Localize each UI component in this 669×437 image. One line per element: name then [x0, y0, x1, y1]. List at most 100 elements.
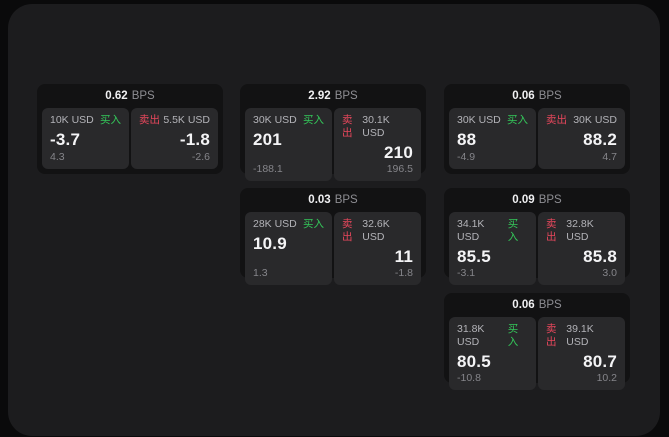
buy-price: 85.5	[457, 247, 491, 266]
buy-side-label: 买入	[303, 114, 324, 126]
sell-side-label: 卖出	[342, 218, 353, 243]
spread-header: 0.06 BPS	[449, 297, 625, 314]
buy-change: -10.8	[457, 372, 481, 384]
spread-unit: BPS	[538, 90, 562, 102]
sell-tile[interactable]: 卖出 30.1K USD 210 196.5	[334, 108, 421, 181]
buy-change: 1.3	[253, 267, 268, 279]
buy-price: -3.7	[50, 130, 81, 149]
spread-unit: BPS	[334, 194, 358, 206]
sell-side-label: 卖出	[546, 323, 557, 348]
buy-amount: 31.8K USD	[457, 323, 485, 348]
buy-tile[interactable]: 30K USD 买入 88 -4.9	[449, 108, 536, 169]
sell-change: 10.2	[596, 372, 617, 384]
sell-price: 210	[384, 143, 413, 162]
buy-side-label: 买入	[507, 323, 519, 348]
spread-header: 2.92 BPS	[245, 88, 421, 105]
spread-value: 0.06	[512, 299, 535, 311]
quote-card: 0.09 BPS 34.1K USD 买入 85.5 -3.1 卖出 32.8K…	[444, 188, 630, 285]
sell-tile[interactable]: 卖出 30K USD 88.2 4.7	[538, 108, 625, 169]
sell-price: 88.2	[583, 130, 617, 149]
spread-value: 0.06	[512, 90, 535, 102]
quote-card: 0.62 BPS 10K USD 买入 -3.7 4.3 卖出 5.5K USD…	[37, 84, 223, 174]
spread-unit: BPS	[131, 90, 155, 102]
spread-header: 0.09 BPS	[449, 192, 625, 209]
sell-price: 11	[394, 247, 413, 266]
spread-header: 0.06 BPS	[449, 88, 625, 105]
spread-value: 0.09	[512, 194, 535, 206]
sell-price: 85.8	[583, 247, 617, 266]
quote-card: 2.92 BPS 30K USD 买入 201 -188.1 卖出 30.1K …	[240, 84, 426, 181]
spread-unit: BPS	[538, 194, 562, 206]
quote-card-body: 10K USD 买入 -3.7 4.3 卖出 5.5K USD -1.8 -2.…	[42, 108, 218, 169]
buy-side-label: 买入	[303, 218, 324, 230]
spread-value: 0.62	[105, 90, 128, 102]
app-panel: 0.62 BPS 10K USD 买入 -3.7 4.3 卖出 5.5K USD…	[8, 4, 660, 436]
buy-tile-top: 31.8K USD 买入	[457, 323, 528, 349]
buy-tile-top: 34.1K USD 买入	[457, 218, 528, 244]
quote-card: 0.03 BPS 28K USD 买入 10.9 1.3 卖出 32.6K US…	[240, 188, 426, 285]
buy-price: 201	[253, 130, 282, 149]
buy-tile[interactable]: 31.8K USD 买入 80.5 -10.8	[449, 317, 536, 390]
buy-amount: 28K USD	[253, 218, 297, 230]
sell-amount: 30K USD	[573, 114, 617, 126]
quote-card-body: 30K USD 买入 88 -4.9 卖出 30K USD 88.2 4.7	[449, 108, 625, 169]
buy-change: -3.1	[457, 267, 476, 279]
sell-tile-top: 卖出 39.1K USD	[546, 323, 617, 349]
sell-change: 3.0	[602, 267, 617, 279]
spread-value: 0.03	[308, 194, 331, 206]
sell-amount: 32.8K USD	[566, 218, 594, 243]
sell-side-label: 卖出	[342, 114, 353, 139]
buy-side-label: 买入	[507, 114, 528, 126]
sell-side-label: 卖出	[139, 114, 160, 126]
sell-amount: 30.1K USD	[362, 114, 390, 139]
sell-amount: 32.6K USD	[362, 218, 390, 243]
buy-tile-top: 30K USD 买入	[457, 114, 528, 127]
sell-price: 80.7	[583, 352, 617, 371]
quote-card-body: 34.1K USD 买入 85.5 -3.1 卖出 32.8K USD 85.8…	[449, 212, 625, 285]
buy-change: -4.9	[457, 151, 476, 163]
buy-change: 4.3	[50, 151, 65, 163]
buy-side-label: 买入	[507, 218, 519, 243]
sell-tile[interactable]: 卖出 32.8K USD 85.8 3.0	[538, 212, 625, 285]
buy-amount: 30K USD	[253, 114, 297, 126]
quote-card-body: 31.8K USD 买入 80.5 -10.8 卖出 39.1K USD 80.…	[449, 317, 625, 390]
spread-unit: BPS	[538, 299, 562, 311]
buy-amount: 34.1K USD	[457, 218, 485, 243]
quote-card: 0.06 BPS 30K USD 买入 88 -4.9 卖出 30K USD 8…	[444, 84, 630, 174]
spread-unit: BPS	[334, 90, 358, 102]
sell-tile[interactable]: 卖出 39.1K USD 80.7 10.2	[538, 317, 625, 390]
buy-price: 88	[457, 130, 477, 149]
sell-change: 4.7	[602, 151, 617, 163]
sell-tile-top: 卖出 5.5K USD	[139, 114, 210, 127]
buy-price: 10.9	[253, 234, 287, 253]
sell-side-label: 卖出	[546, 114, 567, 126]
buy-side-label: 买入	[100, 114, 121, 126]
buy-amount: 10K USD	[50, 114, 94, 126]
buy-amount: 30K USD	[457, 114, 501, 126]
buy-tile-top: 10K USD 买入	[50, 114, 121, 127]
buy-tile[interactable]: 34.1K USD 买入 85.5 -3.1	[449, 212, 536, 285]
quote-card-body: 30K USD 买入 201 -188.1 卖出 30.1K USD 210 1…	[245, 108, 421, 181]
buy-tile[interactable]: 10K USD 买入 -3.7 4.3	[42, 108, 129, 169]
sell-amount: 5.5K USD	[163, 114, 210, 126]
quote-card-body: 28K USD 买入 10.9 1.3 卖出 32.6K USD 11 -1.8	[245, 212, 421, 285]
quote-card: 0.06 BPS 31.8K USD 买入 80.5 -10.8 卖出 39.1…	[444, 293, 630, 390]
spread-header: 0.62 BPS	[42, 88, 218, 105]
sell-tile[interactable]: 卖出 32.6K USD 11 -1.8	[334, 212, 421, 285]
sell-side-label: 卖出	[546, 218, 557, 243]
sell-tile-top: 卖出 32.6K USD	[342, 218, 413, 244]
sell-tile-top: 卖出 32.8K USD	[546, 218, 617, 244]
sell-price: -1.8	[179, 130, 210, 149]
buy-tile[interactable]: 28K USD 买入 10.9 1.3	[245, 212, 332, 285]
sell-amount: 39.1K USD	[566, 323, 594, 348]
buy-tile-top: 28K USD 买入	[253, 218, 324, 231]
buy-tile-top: 30K USD 买入	[253, 114, 324, 127]
sell-change: -1.8	[394, 267, 413, 279]
sell-tile-top: 卖出 30K USD	[546, 114, 617, 127]
sell-change: 196.5	[386, 163, 413, 175]
buy-tile[interactable]: 30K USD 买入 201 -188.1	[245, 108, 332, 181]
spread-value: 2.92	[308, 90, 331, 102]
spread-header: 0.03 BPS	[245, 192, 421, 209]
sell-tile[interactable]: 卖出 5.5K USD -1.8 -2.6	[131, 108, 218, 169]
sell-change: -2.6	[191, 151, 210, 163]
